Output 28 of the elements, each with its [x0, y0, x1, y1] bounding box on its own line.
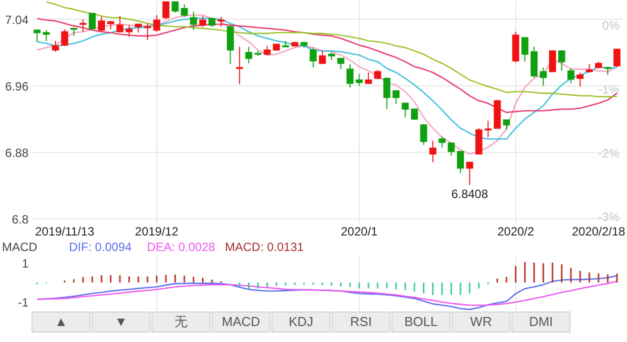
- text: ▼: [114, 314, 128, 329]
- text: WR: [470, 314, 492, 329]
- y-tick-label: 7.04: [5, 12, 29, 27]
- text: DMI: [529, 314, 553, 329]
- chart-title: MACD: [2, 240, 38, 254]
- x-tick-label: 2020/2: [497, 224, 534, 238]
- text: BOLL: [404, 314, 438, 329]
- text: MACD: [222, 314, 260, 329]
- y2-tick-label: -3%: [598, 210, 620, 224]
- x-tick-label: 2019/12: [135, 224, 179, 238]
- text: DEA: 0.0028: [147, 240, 216, 254]
- text: DIF: 0.0094: [69, 240, 132, 254]
- x-tick-label: 2020/2/18: [572, 224, 626, 238]
- annotation: 6.8408: [451, 186, 488, 201]
- y2-tick-label: 0%: [602, 18, 620, 33]
- y-tick-label: 6.96: [5, 79, 29, 94]
- text: MACD: 0.0131: [225, 240, 304, 254]
- text: ▲: [54, 314, 68, 329]
- y-tick-label: 6.8: [12, 212, 29, 226]
- y2-tick-label: -2%: [598, 146, 620, 160]
- text: 无: [174, 314, 188, 329]
- text: RSI: [350, 314, 372, 329]
- y-tick-label: -1: [18, 296, 29, 310]
- x-tick-label: 2019/11/13: [35, 224, 95, 238]
- y-tick-label: 6.88: [5, 146, 29, 160]
- x-tick-label: 2020/1: [340, 224, 378, 238]
- text: KDJ: [288, 314, 314, 329]
- y-tick-label: 1: [22, 256, 29, 270]
